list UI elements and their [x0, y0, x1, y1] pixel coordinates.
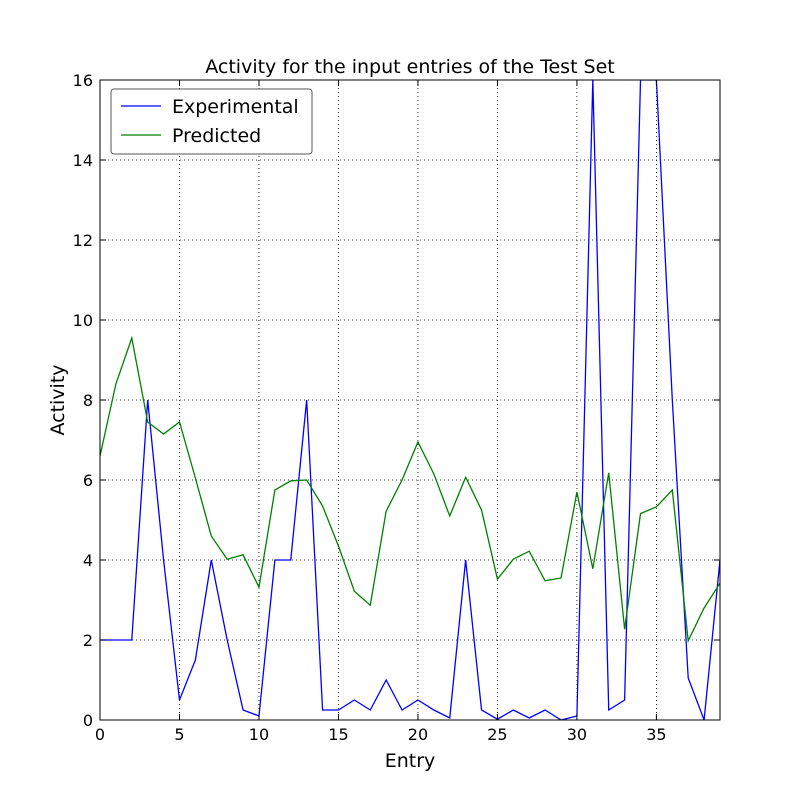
x-tick-label: 10: [249, 725, 269, 744]
y-axis-label: Activity: [47, 364, 69, 435]
series-line-predicted: [100, 335, 720, 644]
legend-label: Experimental: [172, 96, 299, 118]
y-tick-label: 0: [83, 711, 93, 730]
chart-title: Activity for the input entries of the Te…: [205, 56, 615, 78]
series-line-experimental: [100, 80, 720, 720]
x-axis-label: Entry: [385, 750, 436, 772]
legend-label: Predicted: [172, 125, 261, 147]
series-layer: [100, 80, 720, 720]
y-tick-label: 10: [73, 311, 93, 330]
y-tick-label: 6: [83, 471, 93, 490]
x-tick-label: 15: [328, 725, 348, 744]
y-tick-label: 12: [73, 231, 93, 250]
x-tick-label: 5: [174, 725, 184, 744]
x-tick-label: 20: [408, 725, 428, 744]
grid-lines: [100, 80, 720, 720]
axis-ticks: 0 5 10 15 20 25 30 35 0 2 4 6 8 10 12 14 16: [73, 71, 720, 744]
x-tick-label: 0: [95, 725, 105, 744]
legend: Experimental Predicted: [110, 88, 313, 155]
x-tick-label: 35: [646, 725, 666, 744]
x-tick-label: 30: [567, 725, 587, 744]
legend-box: [110, 88, 313, 155]
y-tick-label: 14: [73, 151, 93, 170]
y-tick-label: 8: [83, 391, 93, 410]
y-tick-label: 4: [83, 551, 93, 570]
y-tick-label: 2: [83, 631, 93, 650]
x-tick-label: 25: [487, 725, 507, 744]
y-tick-label: 16: [73, 71, 93, 90]
